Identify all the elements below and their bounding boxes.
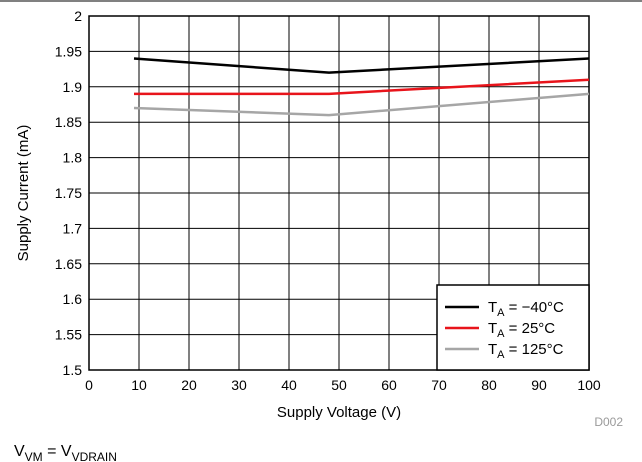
- x-tick-label: 20: [181, 377, 197, 393]
- x-axis-title: Supply Voltage (V): [277, 404, 401, 421]
- x-tick-label: 10: [131, 377, 147, 393]
- series-line: [134, 78, 590, 96]
- y-tick-label: 1.6: [63, 291, 83, 307]
- legend-entry: TA = −40°C: [488, 299, 564, 319]
- series-line: [133, 57, 590, 74]
- x-tick-label: 50: [331, 377, 347, 393]
- condition-label: VVM = VVDRAIN: [14, 443, 117, 462]
- y-tick-label: 1.75: [55, 185, 82, 201]
- series-lines: [133, 57, 590, 117]
- figure-id: D002: [594, 415, 623, 429]
- x-tick-label: 60: [381, 377, 397, 393]
- x-tick-label: 40: [281, 377, 297, 393]
- y-tick-label: 1.8: [63, 150, 83, 166]
- y-tick-label: 1.5: [63, 362, 83, 378]
- legend-entry: TA = 125°C: [488, 341, 564, 361]
- y-tick-label: 1.95: [55, 43, 82, 59]
- x-tick-label: 0: [85, 377, 93, 393]
- x-tick-label: 80: [481, 377, 497, 393]
- y-axis-title: Supply Current (mA): [15, 125, 32, 262]
- x-tick-label: 100: [577, 377, 601, 393]
- y-tick-label: 1.7: [63, 220, 83, 236]
- legend-entry: TA = 25°C: [488, 320, 555, 340]
- condition-rhs-subscript: VDRAIN: [72, 450, 117, 462]
- y-tick-label: 1.85: [55, 114, 82, 130]
- x-tick-label: 70: [431, 377, 447, 393]
- y-tick-label: 1.55: [55, 327, 82, 343]
- legend: TA = −40°CTA = 25°CTA = 125°C: [436, 284, 590, 371]
- x-tick-labels: 0 10 20 30 40 50 60 70 80 90 100: [85, 377, 601, 393]
- y-tick-label: 1.65: [55, 256, 82, 272]
- x-tick-label: 30: [231, 377, 247, 393]
- condition-lhs-subscript: VM: [25, 450, 43, 462]
- y-tick-labels: 1.5 1.55 1.6 1.65 1.7 1.75 1.8 1.85 1.9 1.95 2: [55, 8, 82, 378]
- x-tick-label: 90: [531, 377, 547, 393]
- series-line: [133, 92, 590, 117]
- y-tick-label: 1.9: [63, 79, 83, 95]
- y-tick-label: 2: [74, 8, 82, 24]
